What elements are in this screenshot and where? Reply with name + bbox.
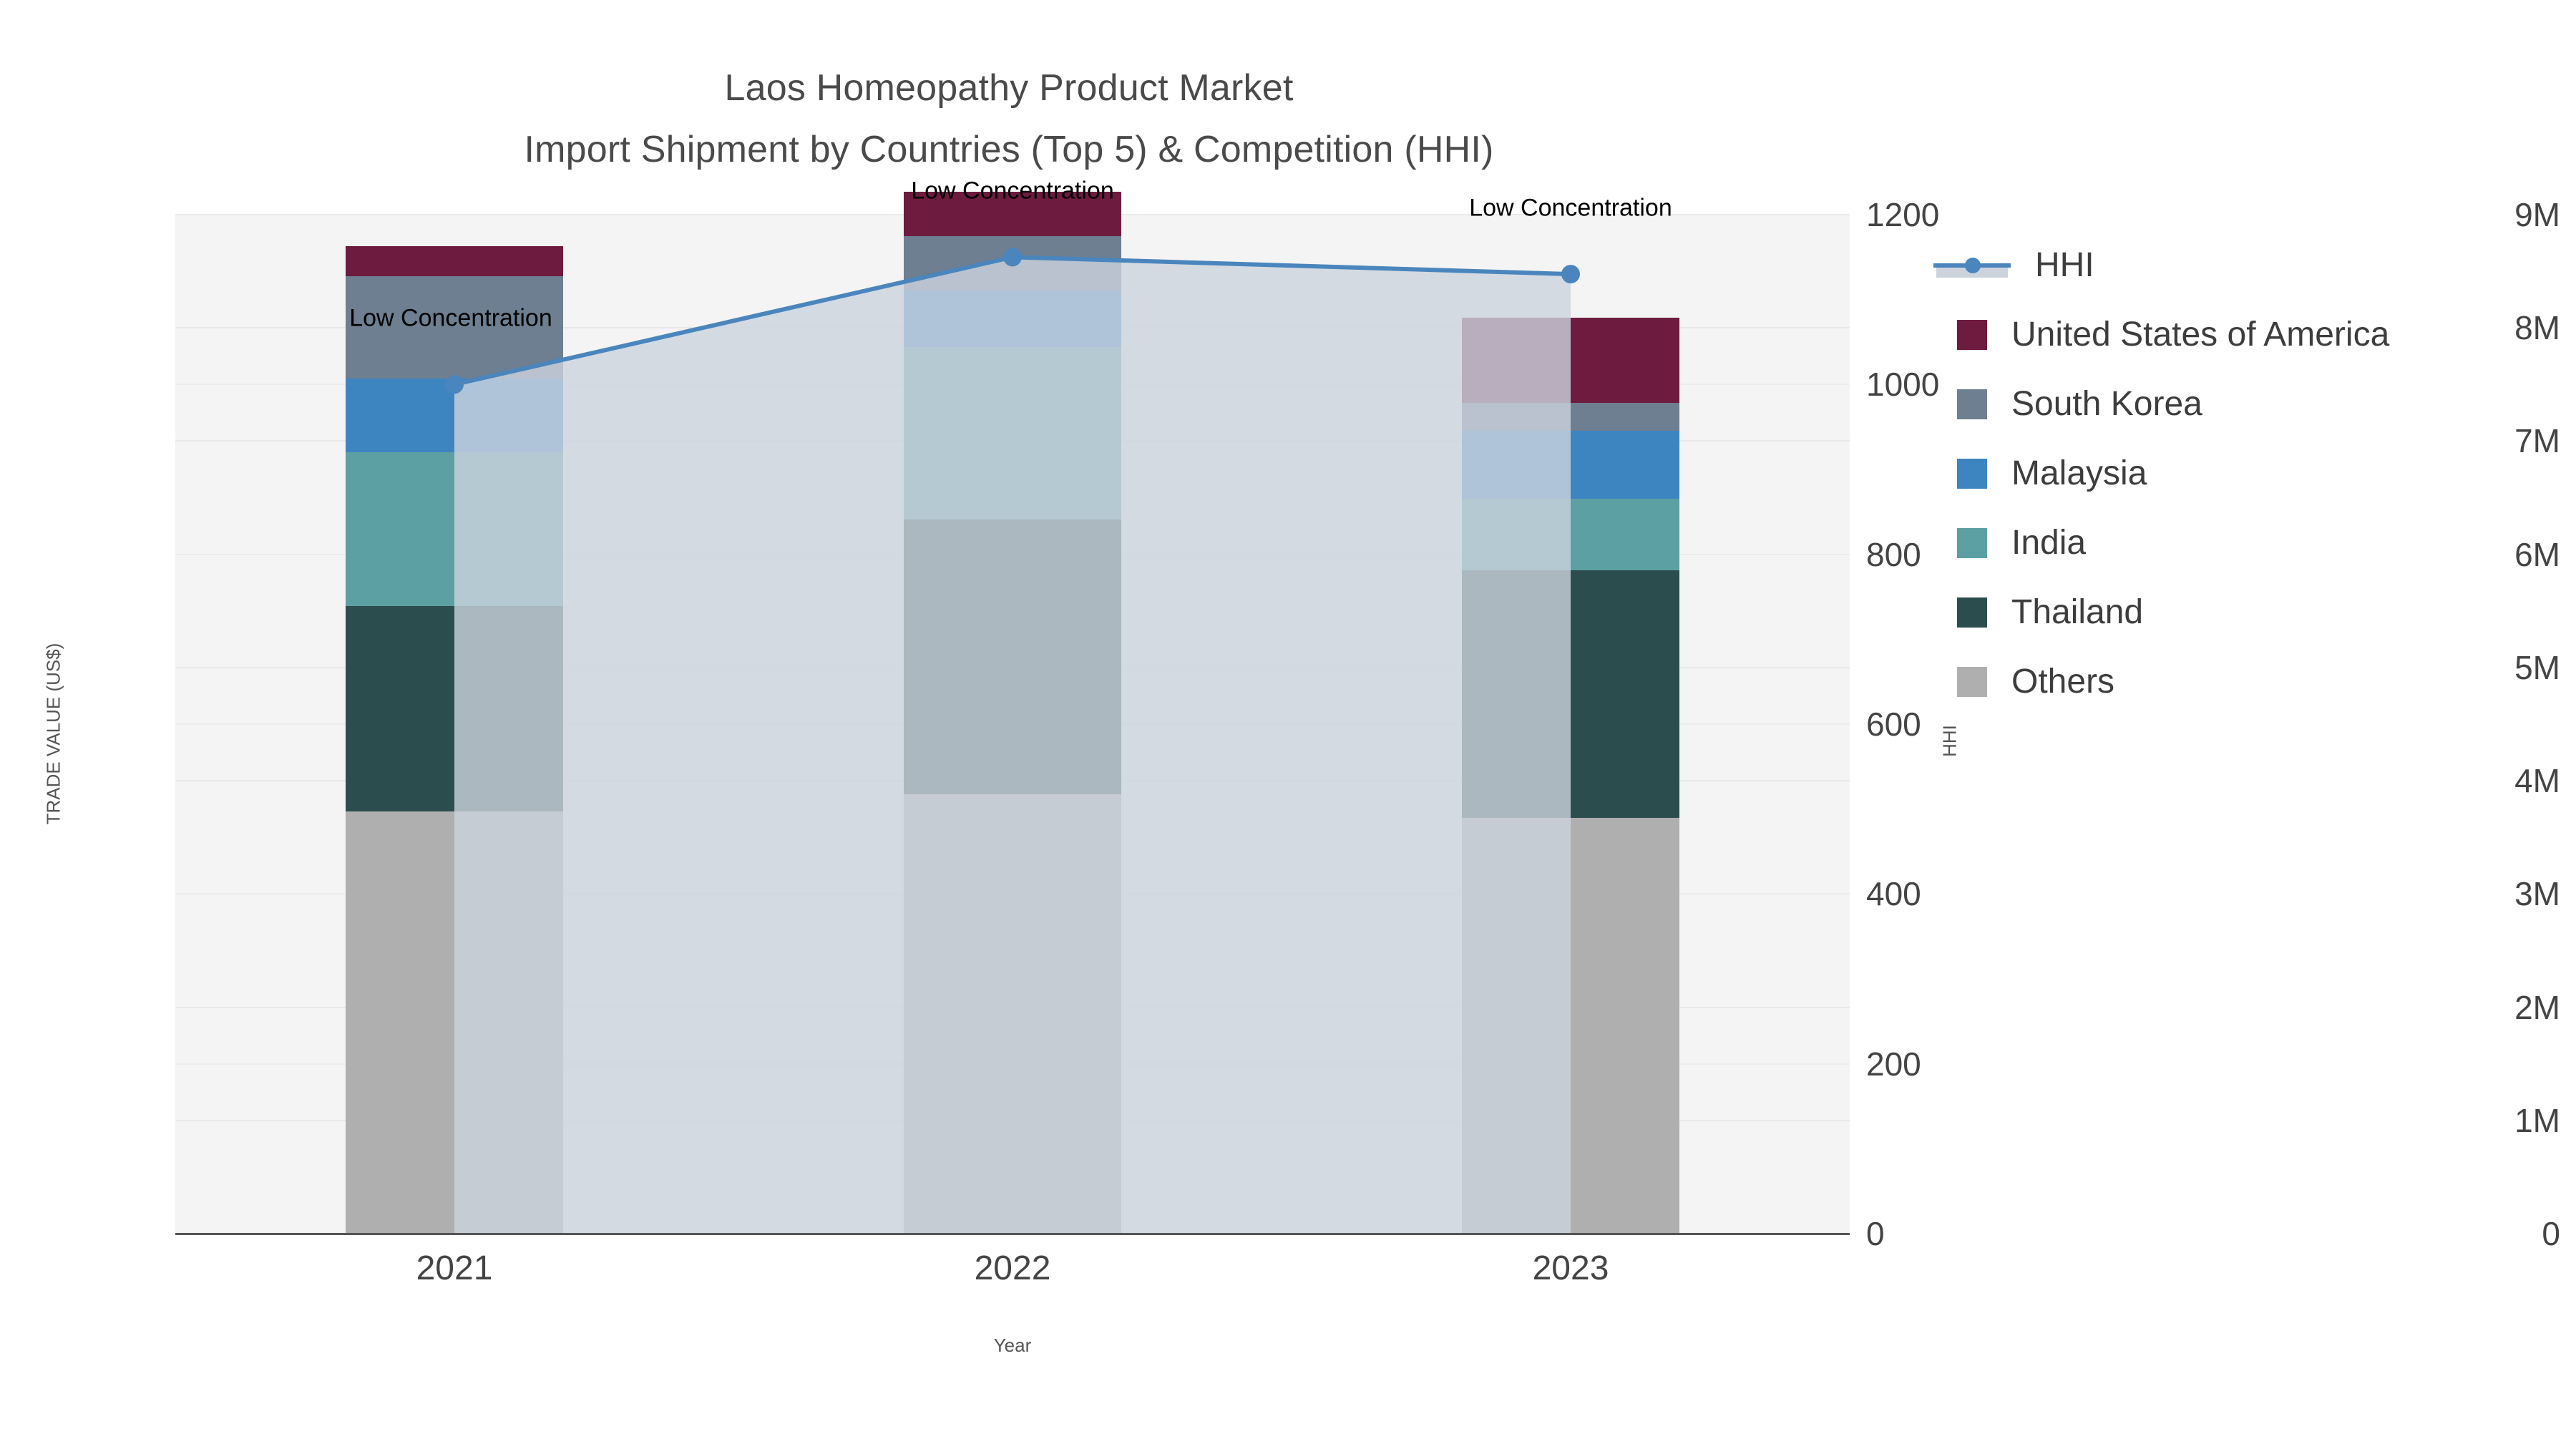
- south-korea-swatch-icon: [1957, 389, 1987, 419]
- malaysia-swatch-icon: [1957, 458, 1987, 489]
- bar-segment[interactable]: [1462, 570, 1679, 819]
- y-axis-left-tick-label: 0: [2542, 1215, 2560, 1252]
- y-axis-left-tick-label: 1M: [2514, 1101, 2560, 1139]
- x-axis-title: Year: [993, 1335, 1032, 1356]
- legend-item[interactable]: HHI: [1933, 230, 2551, 300]
- bar-group-2022[interactable]: [904, 192, 1121, 1234]
- bar-segment[interactable]: [904, 794, 1121, 1234]
- bar-segment[interactable]: [346, 245, 563, 277]
- y-axis-right-tick-label: 800: [1866, 535, 1921, 573]
- bar-segment[interactable]: [904, 519, 1121, 795]
- x-axis-tick-label: 2022: [974, 1249, 1051, 1287]
- legend-item[interactable]: United States of America: [1957, 300, 2551, 369]
- bar-segment[interactable]: [904, 192, 1121, 237]
- y-axis-left-tick-label: 9M: [2514, 196, 2560, 233]
- x-axis-line: [175, 1233, 1850, 1235]
- y-axis-right-tick-label: 600: [1866, 706, 1921, 743]
- bar-segment[interactable]: [1462, 818, 1679, 1234]
- usa-swatch-icon: [1957, 319, 1987, 350]
- bar-segment[interactable]: [1462, 499, 1679, 570]
- legend-item[interactable]: India: [1957, 508, 2551, 577]
- bar-group-2023[interactable]: [1462, 215, 1679, 1234]
- legend-item-label: Others: [2011, 662, 2115, 701]
- x-axis-tick-label: 2021: [416, 1249, 493, 1287]
- legend-item-label: HHI: [2035, 245, 2094, 284]
- concentration-annotation: Low Concentration: [911, 177, 1114, 205]
- chart-subtitle: Import Shipment by Countries (Top 5) & C…: [524, 129, 1494, 170]
- thailand-swatch-icon: [1957, 597, 1987, 628]
- y-axis-right-tick-label: 200: [1866, 1045, 1921, 1083]
- y-axis-left-title: TRADE VALUE (US$): [42, 643, 64, 825]
- concentration-annotation: Low Concentration: [349, 304, 552, 332]
- bar-segment[interactable]: [346, 452, 563, 607]
- y-axis-left-tick-label: 6M: [2514, 535, 2560, 573]
- legend-item[interactable]: Others: [1957, 647, 2551, 716]
- legend-item-label: India: [2011, 523, 2087, 562]
- legend-item[interactable]: South Korea: [1957, 369, 2551, 439]
- y-axis-left-tick-label: 2M: [2514, 988, 2560, 1026]
- y-axis-left-tick-label: 5M: [2514, 648, 2560, 686]
- bar-segment[interactable]: [1462, 431, 1679, 499]
- legend: HHI United States of America South Korea Ma…: [1933, 230, 2551, 716]
- bar-segment[interactable]: [904, 236, 1121, 291]
- bar-segment[interactable]: [1462, 402, 1679, 431]
- y-axis-right-tick-label: 400: [1866, 875, 1921, 913]
- legend-item-label: Thailand: [2011, 592, 2144, 631]
- legend-item[interactable]: Malaysia: [1957, 439, 2551, 508]
- bar-segment[interactable]: [1462, 317, 1679, 403]
- y-axis-right-tick-label: 0: [1866, 1215, 1885, 1252]
- chart-title: Laos Homeopathy Product Market: [724, 67, 1294, 109]
- y-axis-right-tick-label: 1000: [1866, 366, 1940, 404]
- bar-group-2021[interactable]: [346, 215, 563, 1234]
- legend-item-label: Malaysia: [2011, 454, 2147, 492]
- y-axis-left-tick-label: 8M: [2514, 309, 2560, 347]
- x-axis-tick-label: 2023: [1532, 1249, 1609, 1287]
- y-axis-left-tick-label: 3M: [2514, 875, 2560, 913]
- bar-segment[interactable]: [346, 606, 563, 811]
- legend-item-label: United States of America: [2011, 315, 2390, 353]
- y-axis-left-tick-label: 4M: [2514, 762, 2560, 800]
- y-axis-left-tick-label: 7M: [2514, 422, 2560, 460]
- concentration-annotation: Low Concentration: [1469, 194, 1672, 222]
- india-swatch-icon: [1957, 527, 1987, 558]
- bar-segment[interactable]: [904, 291, 1121, 348]
- bar-segment[interactable]: [346, 811, 563, 1234]
- legend-item-label: South Korea: [2011, 384, 2202, 423]
- others-swatch-icon: [1957, 666, 1987, 697]
- bar-segment[interactable]: [346, 378, 563, 453]
- chart-title-block: Laos Homeopathy Product Market Import Sh…: [0, 57, 2018, 180]
- hhi-line-icon: [1933, 250, 2011, 280]
- bar-segment[interactable]: [904, 347, 1121, 519]
- legend-item[interactable]: Thailand: [1957, 577, 2551, 647]
- plot-area: [175, 192, 1850, 1234]
- y-axis-right-tick-label: 1200: [1866, 196, 1940, 233]
